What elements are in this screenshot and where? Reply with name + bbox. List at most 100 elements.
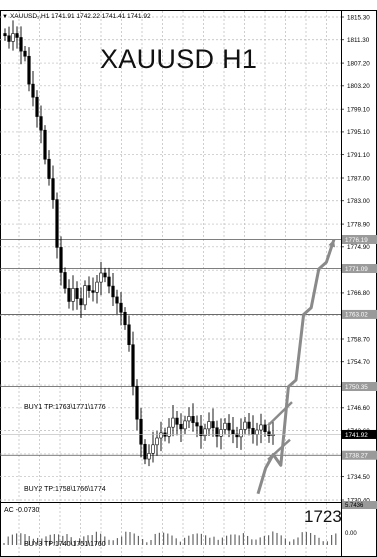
level-tag <box>342 450 377 460</box>
candle-body <box>27 55 31 85</box>
candle-body <box>115 296 119 304</box>
candle-body <box>223 422 227 430</box>
candle-body <box>75 288 79 299</box>
candle-body <box>171 417 175 428</box>
candle-body <box>63 272 67 289</box>
candle-body <box>151 444 155 454</box>
y-tick-label: 1783.00 <box>347 198 370 205</box>
candle-body <box>31 83 35 98</box>
y-tick-label: 1778.90 <box>347 221 370 228</box>
symbol-ohlc-text: XAUUSD₁,H1 1741.91 1742.22 1741.41 1741.… <box>9 13 151 20</box>
level-tag-label: 1771.09 <box>345 266 368 273</box>
y-tick-label: 1734.50 <box>347 474 370 481</box>
ac-scale-mid: 0.00 <box>345 531 357 537</box>
candle-body <box>23 50 27 57</box>
candle-body <box>243 421 247 430</box>
collapse-triangle-icon[interactable]: ▼ <box>2 14 8 20</box>
candle-body <box>67 288 71 302</box>
candle-body <box>255 429 259 435</box>
candle-body <box>39 116 43 131</box>
y-tick-label: 1799.10 <box>347 106 370 113</box>
side-arrow <box>267 401 293 427</box>
candle-body <box>175 417 179 425</box>
y-tick-label: 1730.40 <box>347 497 370 504</box>
candle-body <box>231 429 235 435</box>
candle-body <box>155 437 159 446</box>
candle-body <box>103 272 107 278</box>
candle-body <box>35 96 39 117</box>
candle-body <box>91 290 95 293</box>
ac-scale-tag <box>342 501 377 509</box>
candle-body <box>131 344 135 387</box>
level-tag-label: 1763.02 <box>345 312 368 319</box>
level-tag-label: 1776.19 <box>345 237 368 244</box>
candle-body <box>259 424 263 431</box>
candle-body <box>107 276 111 287</box>
y-tick-label: 1807.20 <box>347 60 370 67</box>
current-price-tag <box>342 429 377 439</box>
candle-body <box>199 425 203 437</box>
candle-body <box>83 285 87 306</box>
y-tick-label: 1795.10 <box>347 129 370 136</box>
current-price-label: 1741.92 <box>345 432 368 439</box>
candle-body <box>79 298 83 306</box>
candle-body <box>135 385 139 420</box>
y-tick-label: 1746.60 <box>347 405 370 412</box>
candle-body <box>215 427 219 437</box>
candle-body <box>3 33 7 37</box>
y-tick-label: 1774.90 <box>347 244 370 251</box>
candle-body <box>143 443 147 460</box>
y-tick-label: 1787.00 <box>347 175 370 182</box>
candle-body <box>139 418 143 445</box>
side-arrow <box>267 438 291 461</box>
candle-body <box>251 428 255 435</box>
buy1-label: BUY1 TP:1763\1771\1776 <box>24 404 106 411</box>
candle-body <box>263 424 267 433</box>
buy3-label: BUY3 TP:1740\1751\1760 <box>24 541 106 548</box>
candle-body <box>239 429 243 438</box>
candle-body <box>99 272 103 283</box>
y-tick-label: 1791.10 <box>347 152 370 159</box>
candle-body <box>227 422 231 431</box>
candle-body <box>71 288 75 302</box>
candle-body <box>95 281 99 293</box>
candle-body <box>183 420 187 430</box>
y-tick-label: 1754.70 <box>347 359 370 366</box>
candle-body <box>167 426 171 437</box>
candle-body <box>195 422 199 427</box>
candle-body <box>203 428 207 437</box>
candle-body <box>119 302 123 313</box>
level-tag-label: 1750.35 <box>345 384 368 391</box>
candle-body <box>127 324 131 345</box>
candle-body <box>59 247 63 273</box>
candle-body <box>179 424 183 430</box>
candle-body <box>15 33 19 38</box>
candle-body <box>19 37 23 52</box>
symbol-header: ▼ XAUUSD₁,H1 1741.91 1742.22 1741.41 1741… <box>2 13 151 20</box>
y-tick-label: 1815.30 <box>347 14 370 21</box>
y-tick-label: 1758.70 <box>347 336 370 343</box>
level-tag <box>342 382 377 392</box>
y-tick-label: 1766.80 <box>347 290 370 297</box>
candle-body <box>11 33 15 42</box>
candle-body <box>55 199 59 248</box>
buy2-label: BUY2 TP:1758\1766\1774 <box>24 486 106 493</box>
candle-body <box>235 433 239 438</box>
candle-body <box>191 416 195 423</box>
candle-body <box>211 421 215 429</box>
y-tick-label: 1803.20 <box>347 83 370 90</box>
candle-body <box>267 431 271 437</box>
candle-body <box>7 35 11 42</box>
annotation-1723: 1723 <box>304 507 342 526</box>
candle-body <box>111 285 115 298</box>
level-tag <box>342 264 377 274</box>
projected-path-arrowhead <box>328 239 336 248</box>
candle-body <box>47 158 51 179</box>
level-tag-label: 1738.27 <box>345 453 368 460</box>
projected-path <box>256 238 336 495</box>
candle-body <box>207 421 211 430</box>
candle-body <box>51 178 55 200</box>
candle-body <box>247 421 251 429</box>
